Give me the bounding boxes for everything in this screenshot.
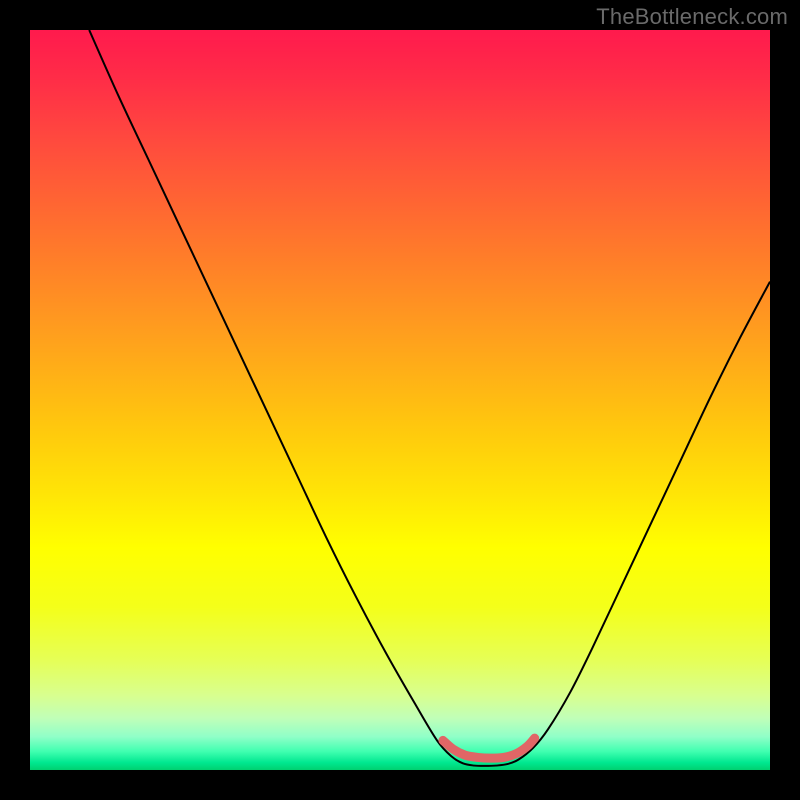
watermark-text: TheBottleneck.com [596,4,788,30]
chart-container: TheBottleneck.com [0,0,800,800]
plot-area [30,30,770,770]
chart-svg [30,30,770,770]
